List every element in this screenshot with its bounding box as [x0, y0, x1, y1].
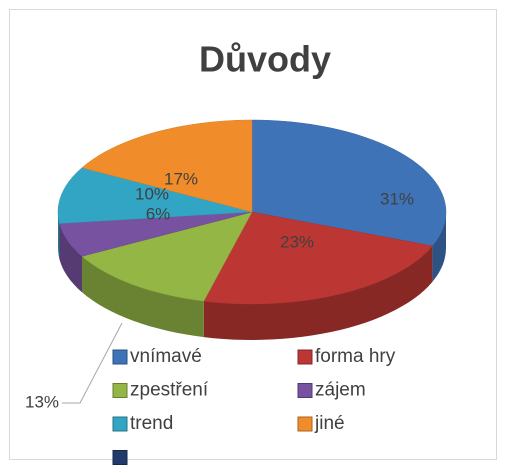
legend-label: zpestření	[130, 380, 209, 401]
legend-label: zájem	[315, 380, 366, 401]
slice-side	[203, 245, 433, 340]
data-label: 17%	[164, 169, 198, 188]
chart-title: Důvody	[199, 39, 331, 80]
pie-slice	[57, 167, 253, 260]
legend-marker	[297, 383, 313, 398]
legend-marker	[112, 450, 128, 465]
pie-slice	[81, 211, 253, 338]
data-label: 31%	[380, 189, 414, 208]
slice-top	[57, 167, 253, 224]
legend-label: vnímavé	[130, 346, 202, 367]
data-label: 10%	[135, 184, 169, 203]
legend-marker	[112, 349, 128, 365]
legend-marker	[297, 349, 313, 365]
slice-top	[59, 211, 253, 257]
slice-top	[81, 119, 253, 213]
pie-slice	[251, 119, 447, 282]
slice-top	[203, 211, 433, 305]
slice-top	[251, 119, 447, 247]
legend-marker	[112, 416, 128, 432]
data-label: 6%	[146, 204, 171, 223]
data-label: 23%	[280, 232, 314, 251]
pie-slice	[203, 211, 433, 340]
slice-top	[81, 211, 253, 302]
slice-side	[82, 256, 204, 338]
legend-label: trend	[130, 413, 173, 434]
legend-marker	[297, 416, 313, 432]
slice-side	[58, 212, 60, 260]
leader-line	[62, 322, 123, 404]
pie-slice	[81, 119, 253, 213]
pie-slice	[59, 211, 253, 293]
legend-marker	[112, 383, 128, 398]
legend-label: jiné	[314, 413, 345, 434]
data-label: 13%	[25, 392, 59, 411]
legend-label: forma hry	[315, 346, 396, 367]
slice-side	[59, 223, 82, 293]
